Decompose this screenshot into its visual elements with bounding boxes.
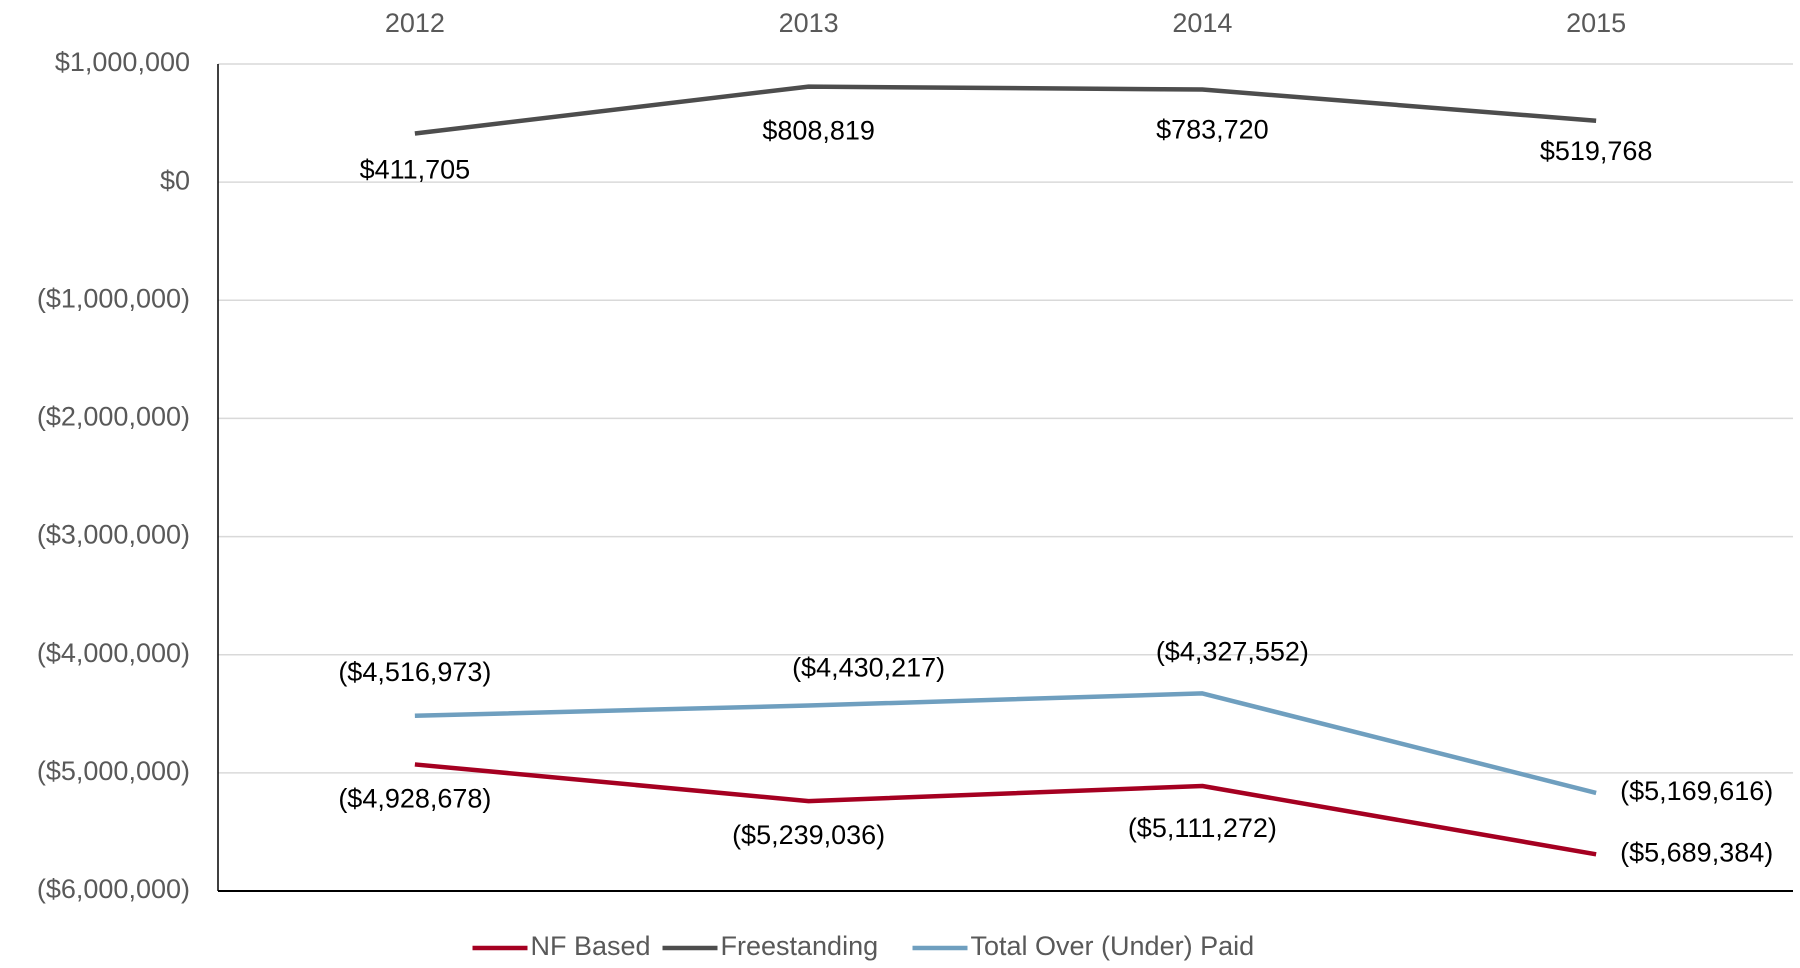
y-tick-label: $1,000,000 xyxy=(55,47,190,77)
x-tick-label: 2015 xyxy=(1566,8,1626,38)
series-line xyxy=(414,691,1597,796)
legend-label: Freestanding xyxy=(721,931,879,961)
data-label: $411,705 xyxy=(360,155,471,185)
data-label: $519,768 xyxy=(1540,136,1653,166)
legend-label: Total Over (Under) Paid xyxy=(971,931,1255,961)
y-tick-label: ($3,000,000) xyxy=(37,520,190,550)
data-label: ($4,327,552) xyxy=(1156,637,1309,667)
data-label: ($4,928,678) xyxy=(338,784,491,814)
x-tick-label: 2014 xyxy=(1172,8,1232,38)
data-label: ($5,689,384) xyxy=(1620,837,1773,867)
y-tick-label: ($6,000,000) xyxy=(37,874,190,904)
data-label: $808,819 xyxy=(762,116,875,146)
legend-label: NF Based xyxy=(531,931,651,961)
x-tick-label: 2012 xyxy=(385,8,445,38)
x-tick-label: 2013 xyxy=(779,8,839,38)
data-label: $783,720 xyxy=(1156,115,1269,145)
data-label: ($5,239,036) xyxy=(732,820,885,850)
data-label: ($5,111,272) xyxy=(1128,813,1277,843)
y-tick-label: ($1,000,000) xyxy=(37,283,190,313)
y-tick-label: $0 xyxy=(160,165,190,195)
y-tick-label: ($4,000,000) xyxy=(37,638,190,668)
series-line xyxy=(414,762,1597,857)
data-label: ($4,430,217) xyxy=(792,653,945,683)
y-tick-label: ($5,000,000) xyxy=(37,756,190,786)
data-label: ($5,169,616) xyxy=(1620,776,1773,806)
series-line xyxy=(414,84,1597,136)
data-label: ($4,516,973) xyxy=(338,657,491,687)
y-tick-label: ($2,000,000) xyxy=(37,402,190,432)
